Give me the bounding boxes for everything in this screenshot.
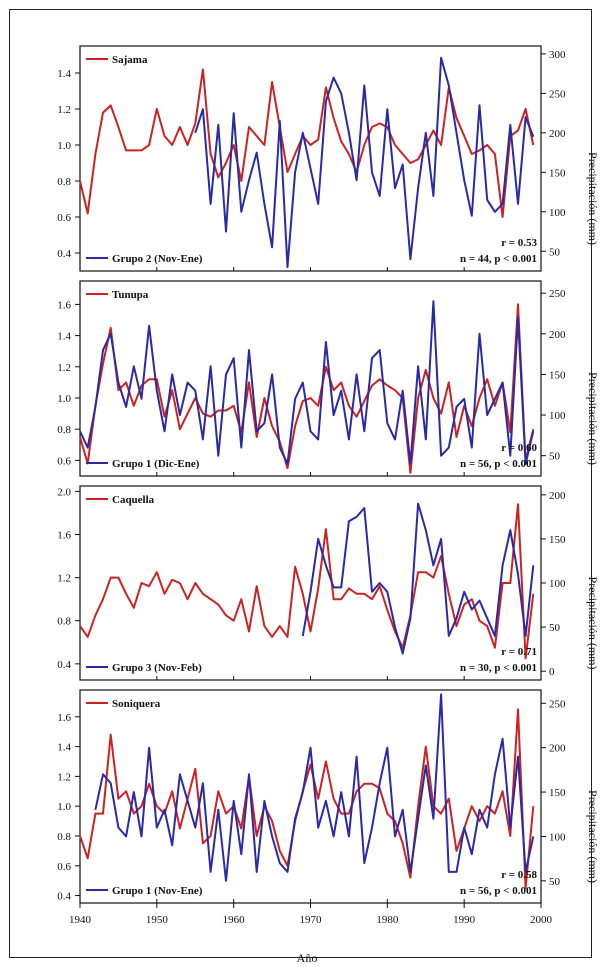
right-tick-label: 150 [549, 369, 566, 381]
x-tick-label: 2000 [530, 914, 553, 926]
plot-area-frame [79, 45, 542, 272]
right-tick-label: 100 [549, 578, 566, 590]
right-tick-label: 250 [549, 88, 566, 100]
series-line-precip [79, 300, 535, 465]
left-tick-label: 1.0 [57, 801, 71, 813]
left-tick-label: 0.6 [57, 455, 71, 467]
stat-n-label: n = 30, p < 0.001 [460, 662, 537, 674]
right-tick-label: 200 [549, 490, 566, 502]
x-tick-label: 1950 [146, 914, 169, 926]
right-tick-label: 150 [549, 167, 566, 179]
right-tick-label: 50 [549, 622, 561, 634]
left-tick-label: 1.4 [57, 742, 71, 754]
left-tick-label: 0.8 [57, 424, 71, 436]
right-tick-label: 300 [549, 49, 566, 61]
x-axis: 1940 1950 1960 1970 1980 1990 2000 [69, 903, 553, 926]
stat-r-label: r = 0.53 [501, 237, 537, 249]
legend-label: Caquella [112, 494, 155, 506]
right-axis-title: Precipitación (mm) [586, 372, 600, 465]
x-tick-label: 1960 [223, 914, 246, 926]
legend-label: Grupo 2 (Nov-Ene) [112, 253, 203, 265]
legend-label: Sajama [112, 54, 148, 66]
legend-label: Tunupa [112, 289, 149, 301]
right-tick-label: 200 [549, 128, 566, 140]
chart-panel-2: 0.6 0.8 1.0 1.2 1.4 1.6 50 100 150 200 250 Precipit… [57, 280, 600, 477]
left-tick-label: 1.0 [57, 140, 71, 152]
left-tick-label: 1.2 [57, 573, 71, 585]
stat-r-label: r = 0.58 [501, 869, 537, 881]
chart-panel-3: 0.4 0.8 1.2 1.6 2.0 0 50 100 150 200 Precipitación… [57, 485, 600, 681]
right-tick-label: 200 [549, 329, 566, 341]
x-tick-label: 1940 [69, 914, 92, 926]
stat-n-label: n = 56, p < 0.001 [460, 458, 537, 470]
series-line-precip [94, 693, 535, 882]
series-line-index [79, 68, 535, 218]
right-tick-label: 200 [549, 743, 566, 755]
stat-n-label: n = 44, p < 0.001 [460, 253, 537, 265]
chart-panel-4: 0.4 0.6 0.8 1.0 1.2 1.4 1.6 50 100 150 200 250 Preci… [57, 689, 600, 904]
x-tick-label: 1990 [453, 914, 476, 926]
stat-r-label: r = 0.71 [501, 646, 537, 658]
plot-area-frame [79, 689, 542, 904]
right-tick-label: 150 [549, 534, 566, 546]
right-tick-label: 100 [549, 207, 566, 219]
right-tick-label: 100 [549, 410, 566, 422]
right-tick-label: 250 [549, 288, 566, 300]
x-axis-title: Año [297, 951, 318, 965]
left-tick-label: 0.4 [57, 248, 71, 260]
x-tick-label: 1980 [376, 914, 399, 926]
series-line-precip [194, 56, 535, 269]
legend-label: Grupo 1 (Dic-Ene) [112, 458, 200, 470]
x-tick-label: 1970 [300, 914, 323, 926]
right-tick-label: 250 [549, 698, 566, 710]
left-tick-label: 0.8 [57, 831, 71, 843]
left-tick-label: 0.8 [57, 176, 71, 188]
left-tick-label: 0.8 [57, 616, 71, 628]
series-line-precip [301, 502, 535, 655]
figure-frame [9, 9, 592, 958]
left-tick-label: 1.6 [57, 712, 71, 724]
right-axis-title: Precipitación (mm) [586, 790, 600, 883]
left-tick-label: 1.0 [57, 393, 71, 405]
right-axis-title: Precipitación (mm) [586, 152, 600, 245]
series-line-index [79, 708, 535, 890]
right-tick-label: 50 [549, 451, 561, 463]
left-tick-label: 1.6 [57, 299, 71, 311]
left-tick-label: 0.4 [57, 659, 71, 671]
legend-label: Soniquera [112, 698, 161, 710]
left-tick-label: 0.6 [57, 861, 71, 873]
left-tick-label: 2.0 [57, 486, 71, 498]
right-tick-label: 50 [549, 246, 561, 258]
chart-panel-1: 0.4 0.6 0.8 1.0 1.2 1.4 50 100 150 200 250 300 Preci… [57, 45, 600, 272]
left-tick-label: 1.4 [57, 68, 71, 80]
series-line-index [79, 503, 535, 660]
left-tick-label: 1.6 [57, 530, 71, 542]
left-tick-label: 0.4 [57, 891, 71, 903]
stat-n-label: n = 56, p < 0.001 [460, 885, 537, 897]
right-tick-label: 150 [549, 787, 566, 799]
left-tick-label: 1.2 [57, 771, 71, 783]
stat-r-label: r = 0.60 [501, 442, 537, 454]
left-tick-label: 1.2 [57, 104, 71, 116]
chart-panels: 0.4 0.6 0.8 1.0 1.2 1.4 50 100 150 200 250 300 Preci… [57, 45, 600, 926]
right-tick-label: 50 [549, 876, 561, 888]
plot-area-frame [79, 485, 542, 681]
left-tick-label: 0.6 [57, 212, 71, 224]
right-axis-title: Precipitación (mm) [586, 577, 600, 670]
right-tick-label: 100 [549, 831, 566, 843]
legend-label: Grupo 1 (Nov-Ene) [112, 885, 203, 897]
right-tick-label: 0 [549, 666, 555, 678]
left-tick-label: 1.4 [57, 331, 71, 343]
left-tick-label: 1.2 [57, 362, 71, 374]
legend-label: Grupo 3 (Nov-Feb) [112, 662, 202, 674]
